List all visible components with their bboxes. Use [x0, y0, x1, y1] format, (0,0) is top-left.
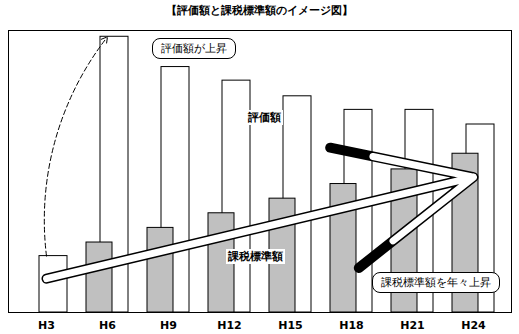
html-text:評価額が上昇: 評価額が上昇 — [161, 42, 227, 55]
svg-text:H6: H6 — [99, 319, 116, 332]
svg-text:H24: H24 — [461, 319, 486, 332]
svg-text:H3: H3 — [38, 319, 55, 332]
svg-text:H9: H9 — [160, 319, 177, 332]
svg-text:H18: H18 — [339, 319, 364, 332]
svg-text:H21: H21 — [400, 319, 425, 332]
html-text:評価額: 評価額 — [248, 111, 281, 124]
svg-text:H12: H12 — [217, 319, 242, 332]
html-text:課税標準額を年々上昇: 課税標準額を年々上昇 — [381, 276, 491, 289]
html-text:課税標準額: 課税標準額 — [228, 250, 283, 263]
html-text:【評価額と課税標準額のイメージ図】: 【評価額と課税標準額のイメージ図】 — [166, 4, 353, 17]
svg-text:H15: H15 — [278, 319, 303, 332]
